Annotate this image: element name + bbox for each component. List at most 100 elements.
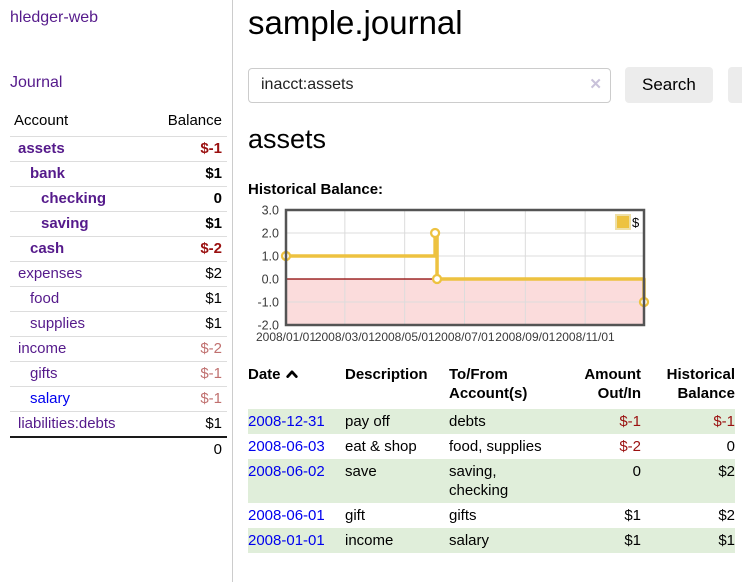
transaction-description: pay off [345,413,390,430]
transaction-description: save [345,463,377,480]
account-link-bank[interactable]: bank [30,165,66,182]
search-input[interactable] [248,67,611,103]
account-link-saving[interactable]: saving [41,215,89,232]
account-link-food[interactable]: food [30,290,60,307]
svg-text:2008/05/01: 2008/05/01 [375,330,435,344]
transaction-date-link[interactable]: 2008-06-02 [248,463,325,480]
help-button[interactable]: ? [727,67,742,103]
search-form: ✕ Search ? [248,67,742,103]
svg-text:2008/07/01: 2008/07/01 [434,330,494,344]
accounts-total-row: 0 [10,436,227,462]
svg-text:3.0: 3.0 [262,204,279,218]
sort-ascending-icon [285,366,299,385]
account-balance: $1 [145,411,227,437]
svg-text:-2.0: -2.0 [257,319,279,333]
main-content: sample.journal ✕ Search ? assets Histori… [233,0,742,582]
brand-link[interactable]: hledger-web [10,9,99,26]
transaction-accounts: saving, checking [449,463,509,499]
accounts-total-value: 0 [145,436,227,462]
account-row: checking 0 [10,186,227,212]
transaction-description: eat & shop [345,438,417,455]
search-input-wrap: ✕ [248,67,611,103]
sidebar-item-journal[interactable]: Journal [10,74,63,91]
chart-heading: Historical Balance: [248,181,384,198]
account-row: liabilities:debts $1 [10,411,227,437]
transaction-amount: $1 [624,532,641,549]
register-row: 2008-01-01 income salary $1 $1 [248,528,735,553]
account-balance: $2 [145,261,227,287]
accounts-header-balance: Balance [167,112,222,129]
account-link-cash[interactable]: cash [30,240,65,257]
transaction-date-link[interactable]: 2008-06-03 [248,438,325,455]
historical-balance-chart: 3.0 2.0 1.0 0.0 -1.0 -2.0 2008/01/01 2008/03/01… [248,203,742,351]
account-link-gifts[interactable]: gifts [30,365,58,382]
svg-text:-1.0: -1.0 [257,296,279,310]
account-balance: $-2 [145,336,227,362]
transaction-accounts: salary [449,532,490,549]
register-row: 2008-06-01 gift gifts $1 $2 [248,503,735,528]
register-table: Date Description To/From Account(s) Amoun… [248,361,735,553]
transaction-balance: $-1 [713,413,735,430]
account-row: food $1 [10,286,227,312]
account-row: assets $-1 [10,136,227,162]
transaction-amount: $1 [624,507,641,524]
account-link-expenses[interactable]: expenses [18,265,83,282]
register-row: 2008-06-03 eat & shop food, supplies $-2… [248,434,735,459]
account-link-liabilities-debts[interactable]: liabilities:debts [18,415,116,432]
clear-search-icon[interactable]: ✕ [589,75,602,93]
transaction-date-link[interactable]: 2008-06-01 [248,507,325,524]
register-header-description: Description [345,366,428,383]
svg-text:2008/01/01: 2008/01/01 [256,330,316,344]
transaction-amount: $-2 [619,438,641,455]
account-balance: $1 [145,311,227,337]
account-balance: $-2 [145,236,227,262]
register-header-accounts: To/From Account(s) [449,366,528,402]
account-row: supplies $1 [10,311,227,337]
svg-text:$: $ [632,215,640,230]
transaction-balance: $2 [718,463,735,480]
account-balance: $1 [145,211,227,237]
account-row: bank $1 [10,161,227,187]
register-header-balance: Historical Balance [666,366,735,402]
transaction-description: gift [345,507,366,524]
account-row: saving $1 [10,211,227,237]
accounts-header-account: Account [14,112,69,129]
register-header-date[interactable]: Date [248,361,345,409]
account-link-checking[interactable]: checking [41,190,107,207]
account-row: expenses $2 [10,261,227,287]
transaction-balance: $2 [718,507,735,524]
account-balance: 0 [145,186,227,212]
account-link-salary[interactable]: salary [30,390,71,407]
account-link-income[interactable]: income [18,340,67,357]
svg-text:2008/03/01: 2008/03/01 [315,330,375,344]
register-header-amount: Amount Out/In [584,366,641,402]
transaction-accounts: debts [449,413,486,430]
accounts-table: Account Balance assets $-1 bank $1 check… [10,109,227,462]
account-balance: $-1 [145,386,227,412]
account-balance: $1 [145,161,227,187]
register-header-date-label: Date [248,366,281,383]
account-row: salary $-1 [10,386,227,412]
account-balance: $-1 [145,136,227,162]
account-row: gifts $-1 [10,361,227,387]
svg-text:2008/11/01: 2008/11/01 [556,330,615,344]
page-title: sample.journal [248,4,463,41]
svg-text:2008/09/01: 2008/09/01 [495,330,555,344]
account-row: cash $-2 [10,236,227,262]
transaction-accounts: gifts [449,507,477,524]
transaction-amount: 0 [632,463,641,480]
transaction-description: income [345,532,394,549]
account-row: income $-2 [10,336,227,362]
svg-text:2.0: 2.0 [262,227,279,241]
transaction-accounts: food, supplies [449,438,542,455]
transaction-date-link[interactable]: 2008-12-31 [248,413,325,430]
search-button[interactable]: Search [625,67,713,103]
account-heading: assets [248,124,327,154]
account-link-supplies[interactable]: supplies [30,315,86,332]
transaction-date-link[interactable]: 2008-01-01 [248,532,325,549]
account-link-assets[interactable]: assets [18,140,65,157]
transaction-balance: 0 [726,438,735,455]
transaction-amount: $-1 [619,413,641,430]
sidebar: hledger-web Journal Account Balance asse… [0,0,233,582]
